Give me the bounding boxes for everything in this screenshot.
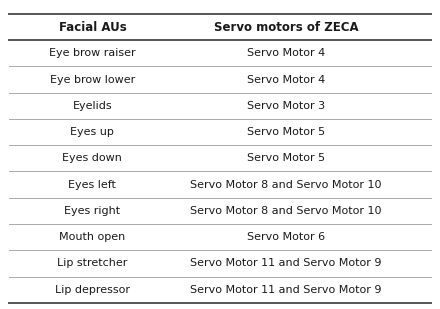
Text: Servo motors of ZECA: Servo motors of ZECA <box>214 20 358 34</box>
Text: Eye brow raiser: Eye brow raiser <box>49 48 136 58</box>
Text: Servo Motor 11 and Servo Motor 9: Servo Motor 11 and Servo Motor 9 <box>190 258 382 269</box>
Text: Servo Motor 8 and Servo Motor 10: Servo Motor 8 and Servo Motor 10 <box>190 180 382 190</box>
Text: Eyelids: Eyelids <box>73 101 112 111</box>
Text: Servo Motor 4: Servo Motor 4 <box>247 48 325 58</box>
Text: Servo Motor 5: Servo Motor 5 <box>247 153 325 163</box>
Text: Facial AUs: Facial AUs <box>59 20 126 34</box>
Text: Servo Motor 6: Servo Motor 6 <box>247 232 325 242</box>
Text: Servo Motor 4: Servo Motor 4 <box>247 74 325 85</box>
Text: Servo Motor 8 and Servo Motor 10: Servo Motor 8 and Servo Motor 10 <box>190 206 382 216</box>
Text: Lip stretcher: Lip stretcher <box>57 258 128 269</box>
Text: Servo Motor 3: Servo Motor 3 <box>247 101 325 111</box>
Text: Eyes right: Eyes right <box>64 206 121 216</box>
Text: Eye brow lower: Eye brow lower <box>50 74 135 85</box>
Text: Servo Motor 11 and Servo Motor 9: Servo Motor 11 and Servo Motor 9 <box>190 285 382 295</box>
Text: Servo Motor 5: Servo Motor 5 <box>247 127 325 137</box>
Text: Eyes down: Eyes down <box>62 153 122 163</box>
Text: Eyes up: Eyes up <box>70 127 114 137</box>
Text: Eyes left: Eyes left <box>69 180 116 190</box>
Text: Mouth open: Mouth open <box>59 232 125 242</box>
Text: Lip depressor: Lip depressor <box>55 285 130 295</box>
